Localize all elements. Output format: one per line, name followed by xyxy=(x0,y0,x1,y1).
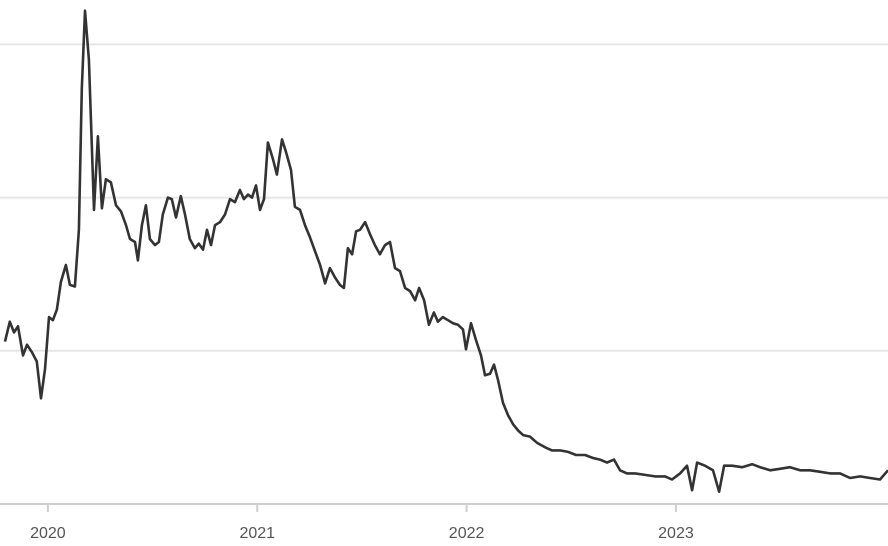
data-line xyxy=(3,9,888,493)
x-tick-label: 2022 xyxy=(449,525,485,542)
x-tick-label: 2021 xyxy=(239,525,275,542)
x-tick-label: 2023 xyxy=(658,525,694,542)
x-tick-label: 2020 xyxy=(30,525,66,542)
